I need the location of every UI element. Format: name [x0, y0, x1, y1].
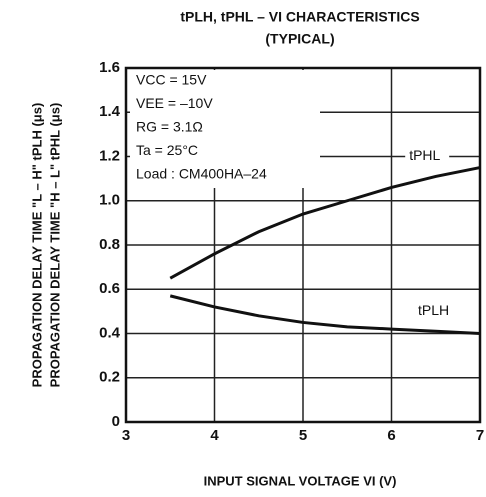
annotation: Ta = 25°C [136, 142, 198, 158]
series-label-bg [405, 147, 450, 166]
x-tick-label: 4 [210, 427, 219, 444]
y-tick-label: 1.6 [99, 59, 120, 76]
y-axis-label: PROPAGATION DELAY TIME "L – H" tPLH (μs) [29, 103, 44, 388]
y-tick-label: 1.2 [99, 147, 120, 164]
series-label: tPHL [409, 147, 440, 163]
annotation: RG = 3.1Ω [136, 119, 203, 135]
chart-subtitle: (TYPICAL) [265, 31, 334, 47]
chart-title: tPLH, tPHL – VI CHARACTERISTICS [180, 9, 419, 25]
y-tick-label: 0.2 [99, 369, 120, 386]
x-tick-label: 7 [476, 427, 484, 444]
conditions-box [130, 70, 320, 188]
x-tick-label: 6 [387, 427, 395, 444]
series-line [169, 166, 481, 280]
series-line [169, 294, 481, 335]
x-tick-label: 5 [299, 427, 307, 444]
y-tick-label: 0 [112, 413, 120, 430]
x-tick-label: 3 [122, 427, 130, 444]
x-axis-label: INPUT SIGNAL VOLTAGE VI (V) [204, 473, 397, 488]
y-tick-label: 0.8 [99, 236, 120, 253]
plot-frame [124, 66, 482, 424]
annotation: VEE = –10V [136, 95, 213, 111]
y-tick-label: 1.4 [99, 103, 121, 120]
y-axis-label: PROPAGATION DELAY TIME "H – L" tPHL (μs) [47, 103, 62, 388]
series-label: tPLH [418, 302, 449, 318]
annotation: VCC = 15V [136, 72, 207, 88]
y-tick-label: 1.0 [99, 192, 120, 209]
y-tick-label: 0.6 [99, 280, 120, 297]
y-tick-label: 0.4 [99, 324, 121, 341]
annotation: Load : CM400HA–24 [136, 166, 267, 182]
series-label-bg [414, 302, 459, 321]
